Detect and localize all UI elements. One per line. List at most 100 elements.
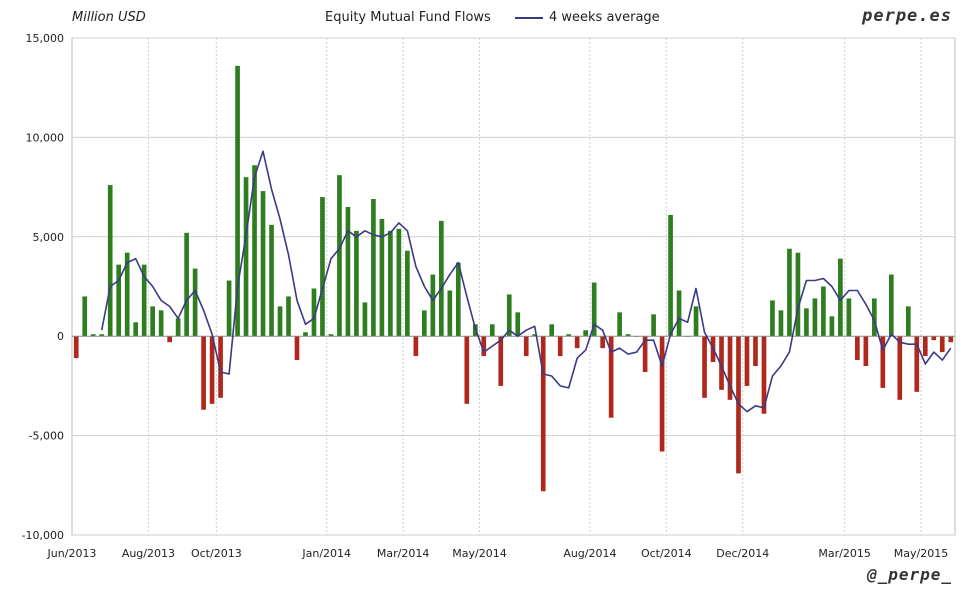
flow-bar [939,336,945,353]
flow-bar [566,334,572,337]
legend: 4 weeks average [515,10,660,25]
flow-bar [438,220,444,337]
flow-bar [642,336,648,372]
flow-bar [787,248,792,337]
flow-bar [252,165,257,337]
flow-bar [405,250,410,337]
flow-bar [455,262,461,337]
flow-bar [922,336,928,357]
y-tick-label: 5,000 [33,231,65,244]
x-tick-label: May/2015 [894,547,948,560]
flow-bar [218,336,223,398]
flow-bar [422,310,427,337]
flow-bar [838,258,843,337]
flow-bar [659,336,665,452]
flow-bar [201,336,206,410]
flow-bar [888,274,894,337]
x-tick-label: Dec/2014 [716,547,769,560]
flow-bar [855,336,860,361]
flow-bar [447,290,453,337]
flow-bar [133,322,139,337]
flow-bar [795,252,801,337]
chart-title: Equity Mutual Fund Flows [325,10,491,25]
average-line [100,150,952,413]
flow-bar [600,336,605,349]
flow-bar [388,230,393,337]
y-tick-label: -10,000 [22,529,64,542]
flow-bar [167,336,172,343]
flow-bar [73,336,79,359]
flow-bar [583,330,589,337]
flow-bar [761,336,767,414]
flow-bar [260,191,266,337]
flow-bar [303,332,308,337]
flow-bar [719,336,724,390]
x-tick-label: Jun/2013 [47,547,97,560]
flow-bar [608,336,614,418]
flow-bar [753,336,758,367]
flow-bar [277,306,283,337]
flow-bar [379,218,385,337]
flow-bar [192,268,198,337]
y-tick-label: 0 [57,330,64,343]
flow-bar [872,298,877,337]
flow-bar [770,300,775,337]
flow-bar [532,334,538,337]
legend-label: 4 weeks average [549,10,660,25]
flow-bar [354,230,359,337]
flow-bar [294,336,300,361]
flow-bar [269,224,274,337]
flow-bar [931,336,937,341]
flow-bar [549,324,555,337]
flow-bar [226,280,232,337]
flow-bar [371,199,376,337]
y-tick-label: -5,000 [29,430,64,443]
flow-bar [124,252,130,337]
flow-bar [413,336,419,357]
x-tick-label: May/2014 [452,547,506,560]
flow-bar [396,228,402,337]
legend-line-swatch [515,17,543,19]
flow-bar [651,314,656,337]
flow-bar [515,312,521,337]
flow-bar [668,214,673,337]
flow-bar [804,308,809,337]
flow-bar [362,302,368,337]
x-tick-label: Jan/2014 [301,547,351,560]
flow-bar [625,334,631,337]
flow-bar [744,336,750,386]
flow-bar [821,286,826,337]
flow-bar [829,316,835,337]
x-tick-label: Oct/2013 [191,547,242,560]
flow-bar [702,336,707,398]
flow-bar [175,318,181,337]
flow-bar [107,185,113,337]
x-tick-label: Aug/2013 [122,547,175,560]
flow-bar [320,197,325,337]
flow-bar [209,336,215,404]
flow-bar [464,336,470,404]
flow-bar [846,298,852,337]
y-axis-unit-label: Million USD [72,10,146,25]
flow-bar [948,336,954,343]
flow-bar [880,336,886,388]
flow-bar [617,312,622,337]
flow-bar [328,334,334,337]
flow-bar [905,306,911,337]
flow-bar [812,298,818,337]
flow-bar [540,336,546,492]
flow-bar [90,334,96,337]
flow-bar [506,294,512,337]
flow-bar [863,336,869,367]
flow-bar [184,232,189,337]
flow-bar [243,177,249,337]
x-tick-label: Aug/2014 [563,547,616,560]
flow-bar [99,334,105,337]
x-tick-label: Oct/2014 [641,547,692,560]
flow-bar [574,336,580,349]
flow-bar [82,296,88,337]
flow-bar [591,282,597,337]
flow-bar [481,336,487,357]
flow-bar [523,336,529,357]
